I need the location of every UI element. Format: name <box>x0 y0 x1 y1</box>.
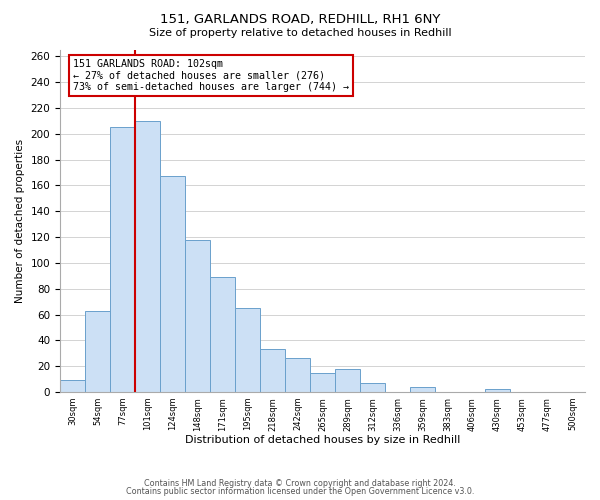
X-axis label: Distribution of detached houses by size in Redhill: Distribution of detached houses by size … <box>185 435 460 445</box>
Bar <box>210 277 235 392</box>
Bar <box>260 350 285 392</box>
Bar <box>235 308 260 392</box>
Y-axis label: Number of detached properties: Number of detached properties <box>15 139 25 303</box>
Text: Contains public sector information licensed under the Open Government Licence v3: Contains public sector information licen… <box>126 487 474 496</box>
Text: Contains HM Land Registry data © Crown copyright and database right 2024.: Contains HM Land Registry data © Crown c… <box>144 478 456 488</box>
Bar <box>485 390 510 392</box>
Bar <box>110 128 135 392</box>
Bar <box>360 383 385 392</box>
Bar <box>185 240 210 392</box>
Bar <box>135 121 160 392</box>
Bar <box>310 372 335 392</box>
Bar <box>160 176 185 392</box>
Bar <box>85 310 110 392</box>
Text: Size of property relative to detached houses in Redhill: Size of property relative to detached ho… <box>149 28 451 38</box>
Bar <box>410 387 435 392</box>
Bar <box>60 380 85 392</box>
Bar <box>285 358 310 392</box>
Text: 151, GARLANDS ROAD, REDHILL, RH1 6NY: 151, GARLANDS ROAD, REDHILL, RH1 6NY <box>160 12 440 26</box>
Bar <box>335 368 360 392</box>
Text: 151 GARLANDS ROAD: 102sqm
← 27% of detached houses are smaller (276)
73% of semi: 151 GARLANDS ROAD: 102sqm ← 27% of detac… <box>73 59 349 92</box>
